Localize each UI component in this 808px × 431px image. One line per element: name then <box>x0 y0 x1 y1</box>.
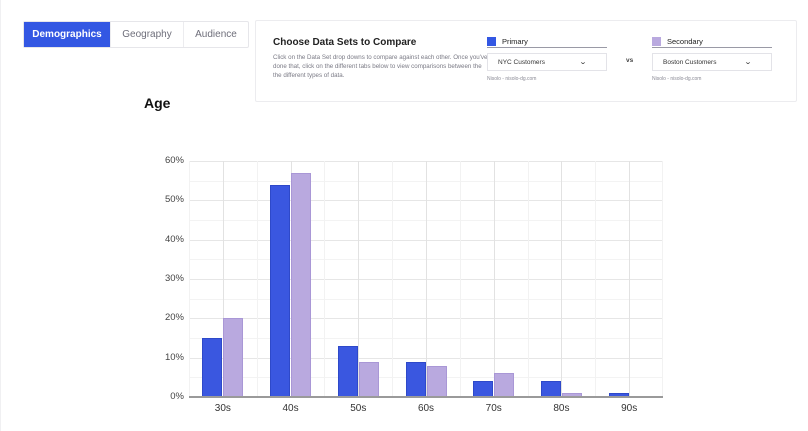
secondary-dataset-value: Boston Customers <box>663 58 717 66</box>
gridline-vertical <box>595 161 597 397</box>
bar-secondary-30s[interactable] <box>223 318 244 397</box>
gridline-vertical <box>459 161 461 397</box>
gridline-vertical <box>392 161 394 397</box>
y-tick-label: 40% <box>164 233 184 245</box>
gridline-vertical <box>358 161 360 397</box>
chart-title: Age <box>144 95 171 111</box>
bar-secondary-40s[interactable] <box>291 172 312 397</box>
tab-bar: Demographics Geography Audience <box>23 21 249 48</box>
y-tick-label: 20% <box>164 312 184 324</box>
gridline-vertical <box>189 161 190 397</box>
gridline-vertical <box>527 161 529 397</box>
chevron-down-icon: ⌄ <box>578 59 588 66</box>
y-tick-label: 0% <box>170 391 184 402</box>
secondary-dataset-group: Secondary Boston Customers ⌄ Nisolo - ni… <box>652 35 772 82</box>
gridline-vertical <box>426 161 427 397</box>
chart-plot-area <box>189 161 663 398</box>
chevron-down-icon: ⌄ <box>743 59 753 66</box>
bar-primary-50s[interactable] <box>337 345 358 397</box>
x-tick-label: 80s <box>553 403 570 414</box>
gridline-vertical <box>561 161 563 397</box>
secondary-header: Secondary <box>652 35 772 48</box>
y-tick-label: 10% <box>164 351 184 363</box>
gridline-vertical <box>324 161 326 397</box>
tab-audience[interactable]: Audience <box>183 22 248 47</box>
x-tick-label: 70s <box>485 403 502 414</box>
y-tick-label: 30% <box>164 273 184 284</box>
secondary-label: Secondary <box>667 36 703 46</box>
primary-dataset-dropdown[interactable]: NYC Customers ⌄ <box>487 53 607 71</box>
bar-secondary-70s[interactable] <box>494 373 515 397</box>
gridline-vertical <box>256 161 258 397</box>
primary-header: Primary <box>487 35 607 48</box>
x-tick-label: 30s <box>214 403 231 414</box>
bar-secondary-50s[interactable] <box>358 361 379 397</box>
x-tick-label: 60s <box>417 403 435 414</box>
gridline-vertical <box>222 161 224 397</box>
gridline-vertical <box>493 161 495 397</box>
primary-source: Nisolo - nisolo-dg.com <box>487 76 537 82</box>
gridline-vertical <box>662 161 663 397</box>
secondary-color-swatch <box>652 36 661 46</box>
x-tick-label: 90s <box>621 403 638 414</box>
bar-primary-40s[interactable] <box>270 184 291 397</box>
bar-primary-80s[interactable] <box>540 381 561 397</box>
tab-demographics[interactable]: Demographics <box>24 22 110 47</box>
gridline-vertical <box>629 161 631 397</box>
compare-panel-title: Choose Data Sets to Compare <box>273 37 417 48</box>
primary-color-swatch <box>487 36 496 46</box>
y-tick-label: 50% <box>164 194 184 206</box>
compare-panel-description: Click on the Data Set drop downs to comp… <box>273 54 488 79</box>
primary-dataset-value: NYC Customers <box>498 58 545 66</box>
bar-primary-30s[interactable] <box>202 338 223 397</box>
compare-panel: Choose Data Sets to Compare Click on the… <box>255 20 797 102</box>
primary-dataset-group: Primary NYC Customers ⌄ Nisolo - nisolo-… <box>487 35 607 82</box>
bar-primary-60s[interactable] <box>405 361 426 397</box>
x-axis-line <box>189 396 663 398</box>
tab-geography[interactable]: Geography <box>110 22 183 47</box>
y-tick-label: 60% <box>164 155 184 166</box>
vs-label: vs <box>626 57 634 64</box>
x-tick-label: 50s <box>350 403 367 414</box>
primary-label: Primary <box>502 36 528 46</box>
secondary-dataset-dropdown[interactable]: Boston Customers ⌄ <box>652 53 772 71</box>
bar-primary-70s[interactable] <box>473 381 494 397</box>
x-tick-label: 40s <box>282 403 299 414</box>
bar-secondary-60s[interactable] <box>426 365 447 397</box>
secondary-source: Nisolo - nisolo-dg.com <box>652 76 702 82</box>
